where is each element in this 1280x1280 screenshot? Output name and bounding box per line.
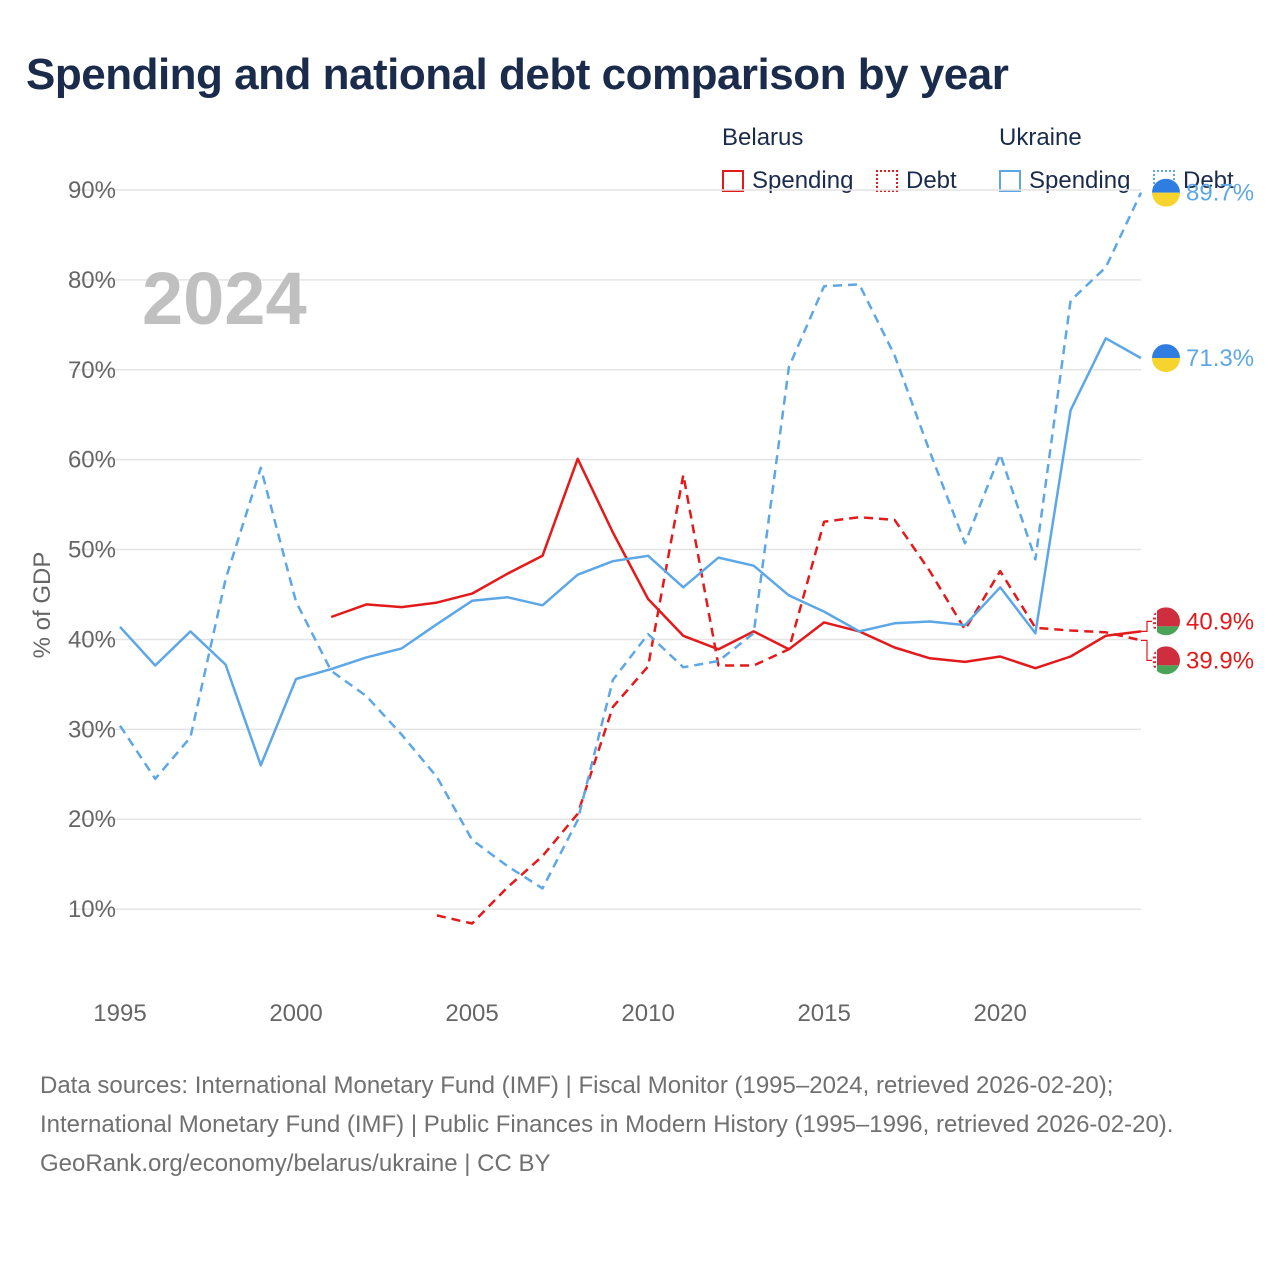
series-line-ukraine-spending[interactable] xyxy=(119,337,1142,767)
label-connector xyxy=(1141,639,1152,661)
series-line-ukraine-debt[interactable] xyxy=(118,192,1143,890)
legend-swatch-dotted-red xyxy=(876,170,898,192)
x-tick-label: 2020 xyxy=(973,1000,1026,1027)
legend-group-belarus: Belarus xyxy=(722,124,804,151)
y-tick-label: 40% xyxy=(68,626,116,653)
y-tick-label: 80% xyxy=(68,267,116,294)
x-tick-label: 2010 xyxy=(621,1000,674,1027)
end-value-label: 71.3% xyxy=(1186,345,1254,372)
year-watermark: 2024 xyxy=(142,257,307,340)
x-tick-label: 2000 xyxy=(269,1000,322,1027)
x-tick-label: 1995 xyxy=(93,1000,146,1027)
legend-swatch-solid-blue xyxy=(999,170,1021,192)
series-layer xyxy=(118,192,1143,925)
legend-group-ukraine: Ukraine xyxy=(999,124,1082,151)
ukraine-flag-icon xyxy=(1152,178,1180,207)
belarus-flag-icon xyxy=(1152,607,1180,636)
end-value-label: 40.9% xyxy=(1186,608,1254,635)
y-tick-label: 50% xyxy=(68,537,116,564)
y-tick-label: 30% xyxy=(68,716,116,743)
ukraine-flag-icon xyxy=(1152,344,1180,373)
x-tick-label: 2005 xyxy=(445,1000,498,1027)
y-tick-label: 10% xyxy=(68,896,116,923)
grid-lines xyxy=(70,189,1141,910)
series-line-belarus-spending[interactable] xyxy=(330,457,1142,670)
y-tick-label: 90% xyxy=(68,177,116,204)
legend-label: Debt xyxy=(1183,167,1234,194)
chart-title: Spending and national debt comparison by… xyxy=(26,50,1009,99)
footer: Data sources: International Monetary Fun… xyxy=(40,1066,1240,1183)
end-value-label: 89.7% xyxy=(1186,180,1254,207)
y-axis-label: % of GDP xyxy=(29,552,56,659)
line-chart: 2024 10% 20% 30% 40% 50% 60% 70% 80% 90% 1995 200… xyxy=(29,177,1254,1027)
y-tick-label: 70% xyxy=(68,357,116,384)
y-axis-ticks: 10% 20% 30% 40% 50% 60% 70% 80% 90% xyxy=(68,177,116,923)
data-sources: Data sources: International Monetary Fun… xyxy=(40,1072,1174,1138)
x-axis-ticks: 1995 2000 2005 2010 2015 2020 xyxy=(93,1000,1027,1027)
credit-link[interactable]: GeoRank.org/economy/belarus/ukraine | CC… xyxy=(40,1150,551,1177)
x-tick-label: 2015 xyxy=(797,1000,850,1027)
legend-swatch-solid-red xyxy=(722,170,744,192)
end-value-label: 39.9% xyxy=(1186,647,1254,674)
y-tick-label: 20% xyxy=(68,806,116,833)
series-line-belarus-debt[interactable] xyxy=(436,473,1142,925)
belarus-flag-icon xyxy=(1152,646,1180,675)
y-tick-label: 60% xyxy=(68,447,116,474)
label-connector xyxy=(1141,620,1152,632)
end-markers: 89.7% 71.3% 40.9% 39.9% xyxy=(1141,178,1254,675)
